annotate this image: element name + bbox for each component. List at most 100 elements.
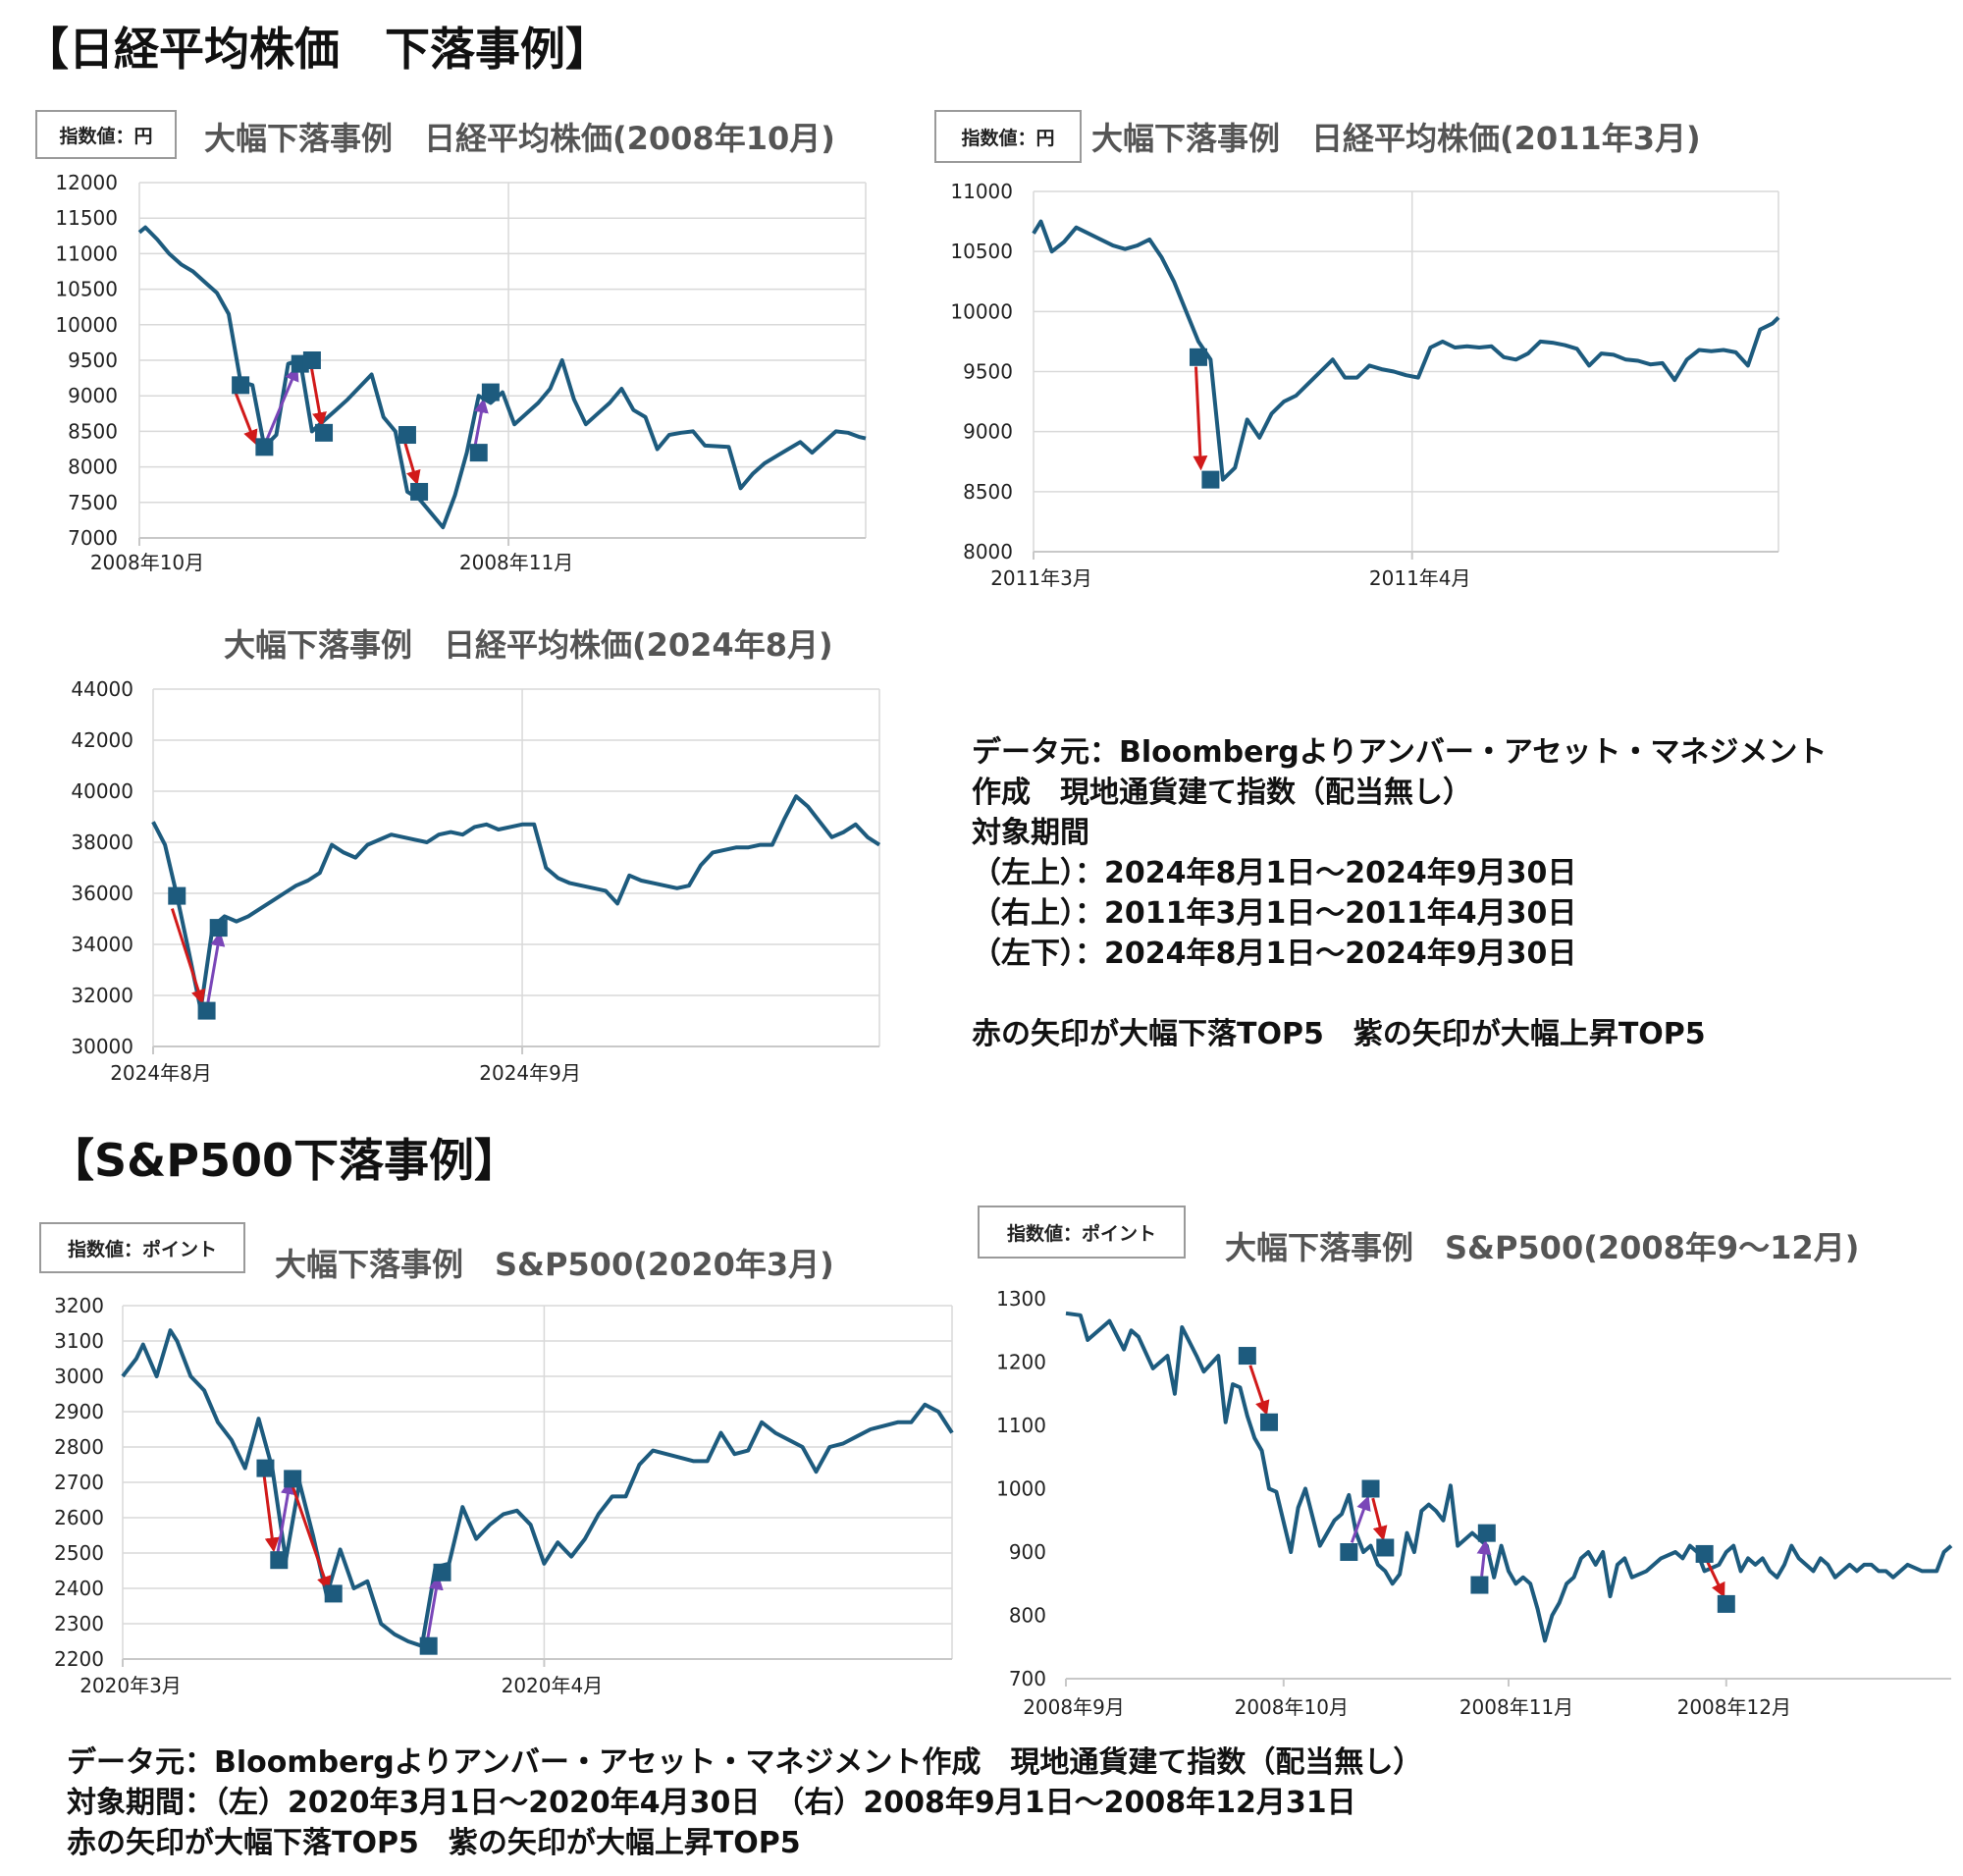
point-marker <box>1477 1524 1496 1542</box>
x-tick-label: 2024年9月 <box>479 1061 581 1085</box>
y-tick-label: 30000 <box>71 1035 133 1058</box>
y-tick-label: 7500 <box>68 491 118 514</box>
point-marker <box>302 351 321 369</box>
rise-arrow <box>425 1575 444 1642</box>
y-tick-label: 32000 <box>71 984 133 1007</box>
y-tick-label: 1200 <box>996 1351 1046 1374</box>
y-tick-label: 900 <box>1009 1540 1046 1564</box>
point-marker <box>1361 1479 1380 1498</box>
point-marker <box>197 1001 216 1020</box>
x-tick-label: 2024年8月 <box>110 1061 212 1085</box>
drop-arrow <box>290 1481 332 1591</box>
chart-nikkei-2024-08: 大幅下落事例 日経平均株価(2024年8月) 30000 32000 34000 36… <box>0 609 903 1099</box>
point-marker <box>469 444 488 462</box>
point-marker <box>256 1459 275 1477</box>
y-tick-label: 2300 <box>54 1612 104 1635</box>
drop-arrow <box>233 389 258 446</box>
y-tick-label: 2500 <box>54 1541 104 1565</box>
y-tick-label: 2400 <box>54 1577 104 1600</box>
point-marker <box>232 376 250 395</box>
x-tick-label: 2011年3月 <box>990 566 1092 590</box>
point-marker <box>168 886 186 905</box>
chart-nikkei-2008-10: 指数値：円 大幅下落事例 日経平均株価(2008年10月) 7000 7500 80… <box>0 98 883 589</box>
chart-title: 大幅下落事例 日経平均株価(2008年10月) <box>204 120 835 157</box>
rise-arrow <box>1476 1539 1492 1577</box>
drop-arrow <box>309 363 327 428</box>
unit-label: 指数値：ポイント <box>39 1222 245 1273</box>
y-tick-label: 2900 <box>54 1400 104 1423</box>
y-tick-label: 44000 <box>71 677 133 701</box>
point-marker <box>1376 1538 1395 1557</box>
y-tick-label: 36000 <box>71 882 133 905</box>
drop-arrow <box>170 908 206 1005</box>
y-tick-label: 11000 <box>950 180 1013 203</box>
y-tick-label: 11500 <box>55 206 118 230</box>
y-tick-label: 34000 <box>71 933 133 956</box>
y-tick-label: 9000 <box>68 384 118 407</box>
y-tick-label: 42000 <box>71 728 133 752</box>
chart-title: 大幅下落事例 S&P500(2020年3月) <box>275 1246 834 1283</box>
drop-arrow <box>1248 1365 1270 1416</box>
y-tick-label: 1100 <box>996 1414 1046 1437</box>
notes-nikkei: データ元：Bloombergよりアンバー・アセット・マネジメント 作成 現地通貨… <box>972 732 1827 1054</box>
y-tick-label: 38000 <box>71 831 133 854</box>
point-marker <box>315 423 334 442</box>
note-line: 対象期間 <box>972 816 1089 850</box>
unit-label: 指数値：ポイント <box>978 1206 1186 1259</box>
point-marker <box>410 482 429 501</box>
point-marker <box>270 1551 289 1570</box>
point-marker <box>398 426 416 445</box>
y-tick-label: 8000 <box>963 540 1013 563</box>
chart-title: 大幅下落事例 S&P500(2008年9～12月) <box>1225 1229 1860 1266</box>
chart-title: 大幅下落事例 日経平均株価(2024年8月) <box>224 626 833 664</box>
x-tick-label: 2020年4月 <box>502 1674 604 1697</box>
y-tick-label: 2600 <box>54 1506 104 1529</box>
chart-title: 大幅下落事例 日経平均株価(2011年3月) <box>1091 120 1701 157</box>
y-tick-label: 10500 <box>950 240 1013 263</box>
y-tick-label: 3100 <box>54 1329 104 1353</box>
y-tick-label: 12000 <box>55 171 118 194</box>
plot-nikkei-2008-10: 7000 7500 8000 8500 9000 9500 10000 10500 11000 1… <box>55 171 867 574</box>
y-tick-label: 9000 <box>963 420 1013 444</box>
y-tick-label: 40000 <box>71 779 133 803</box>
point-marker <box>1201 470 1220 489</box>
drop-arrow <box>1371 1497 1388 1541</box>
y-tick-label: 2800 <box>54 1435 104 1459</box>
point-marker <box>419 1636 438 1655</box>
rise-arrow <box>276 1479 295 1554</box>
y-tick-label: 10500 <box>55 278 118 301</box>
unit-label: 指数値：円 <box>934 110 1082 163</box>
note-line: データ元：Bloombergよりアンバー・アセット・マネジメント作成 現地通貨建… <box>67 1745 1423 1780</box>
chart-nikkei-2011-03: 指数値：円 大幅下落事例 日経平均株価(2011年3月) 8000 8500 900… <box>913 98 1796 590</box>
point-marker <box>481 383 500 402</box>
y-tick-label: 3200 <box>54 1294 104 1317</box>
note-line: データ元：Bloombergよりアンバー・アセット・マネジメント <box>972 735 1828 770</box>
y-tick-label: 800 <box>1009 1604 1046 1628</box>
series-line <box>151 794 881 1012</box>
y-tick-label: 8500 <box>68 419 118 443</box>
point-marker <box>433 1563 451 1581</box>
rise-arrow <box>1350 1495 1371 1543</box>
note-line <box>972 974 1827 1014</box>
point-marker <box>1260 1413 1279 1431</box>
y-tick-label: 1300 <box>996 1287 1046 1311</box>
y-tick-label: 2700 <box>54 1471 104 1494</box>
y-tick-label: 9500 <box>68 348 118 372</box>
point-marker <box>209 919 228 938</box>
heading-sp500: 【S&P500下落事例】 <box>49 1134 519 1187</box>
note-line: （右上）：2011年3月1日～2011年4月30日 <box>972 896 1577 931</box>
plot-nikkei-2011-03: 8000 8500 9000 9500 10000 10500 11000 2011年3月 20… <box>950 180 1780 590</box>
rise-arrow <box>473 398 489 447</box>
note-line: （左上）：2024年8月1日～2024年9月30日 <box>972 856 1577 890</box>
point-marker <box>1695 1544 1714 1563</box>
chart-sp500-2020-03: 指数値：ポイント 大幅下落事例 S&P500(2020年3月) 2200 2300… <box>0 1212 972 1723</box>
heading-nikkei: 【日経平均株価 下落事例】 <box>24 23 610 76</box>
drop-arrow <box>1193 366 1208 471</box>
y-tick-label: 3000 <box>54 1365 104 1388</box>
point-marker <box>1470 1576 1489 1594</box>
y-tick-label: 8500 <box>963 480 1013 504</box>
point-marker <box>1238 1347 1256 1366</box>
note-line: （左下）：2024年8月1日～2024年9月30日 <box>972 937 1577 971</box>
series-line <box>121 1328 954 1648</box>
note-line: 対象期間：（左）2020年3月1日～2020年4月30日 （右）2008年9月1… <box>67 1786 1356 1820</box>
